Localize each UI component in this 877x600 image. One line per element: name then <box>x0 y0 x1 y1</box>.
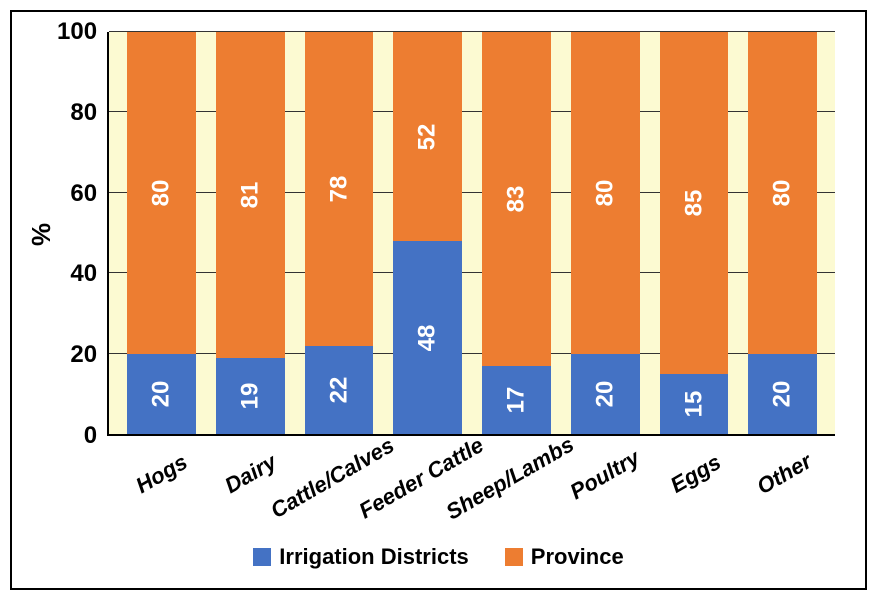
chart-border: % 100806040200 2080198122784852178320801… <box>10 10 867 590</box>
bar-segment: 15 <box>660 374 729 434</box>
legend-swatch <box>505 548 523 566</box>
bar-segment: 85 <box>660 32 729 374</box>
legend: Irrigation Districts Province <box>12 532 865 588</box>
bar-segment: 20 <box>127 354 196 434</box>
value-label: 22 <box>325 376 353 403</box>
bar-segment: 78 <box>305 32 374 346</box>
value-label: 80 <box>147 179 175 206</box>
bar-segment: 20 <box>571 354 640 434</box>
value-label: 81 <box>236 181 264 208</box>
bar-segment: 52 <box>393 32 462 241</box>
value-label: 20 <box>147 380 175 407</box>
value-label: 85 <box>680 190 708 217</box>
bar-segment: 80 <box>748 32 817 354</box>
x-tick: Eggs <box>659 442 728 532</box>
bar-segment: 80 <box>571 32 640 354</box>
bar: 1783 <box>482 32 551 434</box>
x-tick: Dairy <box>214 442 283 532</box>
bar-segment: 19 <box>216 358 285 434</box>
x-axis-spacer <box>22 442 107 532</box>
x-tick-label: Eggs <box>666 449 726 498</box>
x-tick-label: Dairy <box>220 449 281 499</box>
x-tick: Other <box>748 442 817 532</box>
bar-segment: 81 <box>216 32 285 358</box>
x-axis-ticks: HogsDairyCattle/CalvesFeeder CattleSheep… <box>107 442 835 532</box>
value-label: 15 <box>680 390 708 417</box>
value-label: 19 <box>236 382 264 409</box>
plot-row: % 100806040200 2080198122784852178320801… <box>12 12 865 436</box>
value-label: 20 <box>769 380 797 407</box>
value-label: 48 <box>414 324 442 351</box>
x-tick-label: Other <box>752 448 816 500</box>
legend-item: Province <box>505 544 624 570</box>
value-label: 78 <box>325 175 353 202</box>
x-tick-label: Poultry <box>565 445 644 505</box>
bar: 2080 <box>127 32 196 434</box>
x-tick: Poultry <box>570 442 639 532</box>
x-tick: Sheep/Lambs <box>481 442 550 532</box>
x-tick: Cattle/Calves <box>303 442 372 532</box>
y-axis-ticks: 100806040200 <box>57 32 107 436</box>
value-label: 80 <box>769 179 797 206</box>
bar-segment: 22 <box>305 346 374 434</box>
bar: 1981 <box>216 32 285 434</box>
bar: 22 78 <box>305 32 374 434</box>
legend-label: Irrigation Districts <box>279 544 468 570</box>
value-label: 52 <box>414 123 442 150</box>
bar: 2080 <box>748 32 817 434</box>
value-label: 20 <box>591 380 619 407</box>
bar: 48 52 <box>393 32 462 434</box>
legend-label: Province <box>531 544 624 570</box>
x-axis-row: HogsDairyCattle/CalvesFeeder CattleSheep… <box>12 436 865 532</box>
value-label: 80 <box>591 179 619 206</box>
x-tick-label: Hogs <box>131 449 192 499</box>
chart-container: % 100806040200 2080198122784852178320801… <box>0 0 877 600</box>
bar-segment: 80 <box>127 32 196 354</box>
bar-segment: 17 <box>482 366 551 434</box>
value-label: 17 <box>502 386 530 413</box>
bar-segment: 48 <box>393 241 462 434</box>
bar: 2080 <box>571 32 640 434</box>
plot-area: 20801981227848521783208015852080 <box>107 32 835 436</box>
legend-item: Irrigation Districts <box>253 544 468 570</box>
y-axis-title: % <box>22 32 57 436</box>
bar-segment: 83 <box>482 32 551 366</box>
bar: 1585 <box>660 32 729 434</box>
x-tick: Hogs <box>125 442 194 532</box>
legend-swatch <box>253 548 271 566</box>
bar-segment: 20 <box>748 354 817 434</box>
value-label: 83 <box>502 185 530 212</box>
